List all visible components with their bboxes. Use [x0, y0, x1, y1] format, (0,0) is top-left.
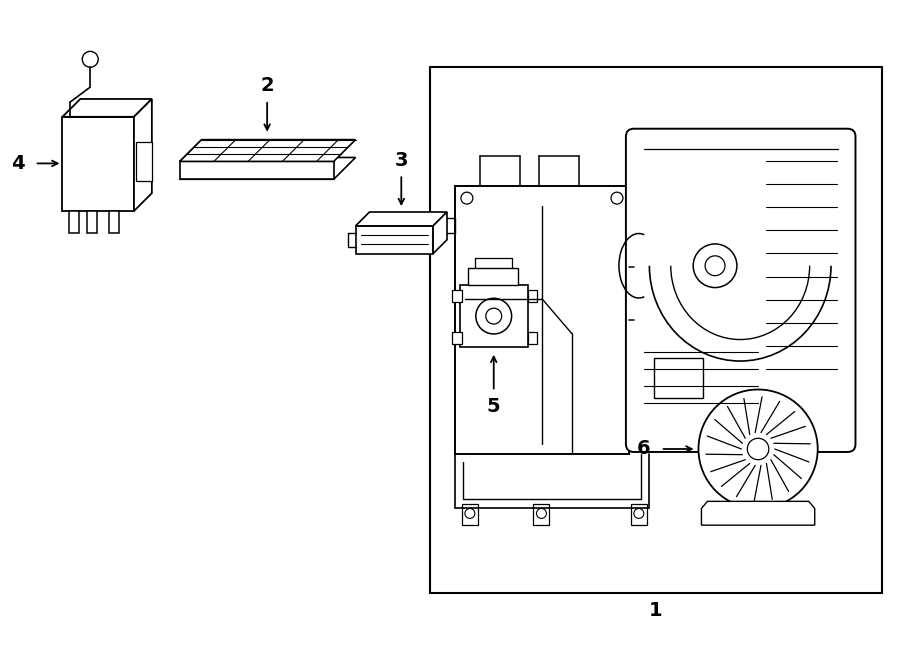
- Circle shape: [536, 508, 546, 518]
- Circle shape: [465, 508, 475, 518]
- Circle shape: [693, 244, 737, 288]
- Circle shape: [747, 438, 769, 459]
- Circle shape: [461, 192, 472, 204]
- Bar: [527, 290, 537, 302]
- Polygon shape: [62, 117, 134, 211]
- Bar: [430, 67, 882, 593]
- Bar: [527, 332, 537, 344]
- Bar: [69, 211, 79, 233]
- Text: 6: 6: [637, 440, 651, 459]
- Bar: [452, 290, 462, 302]
- Polygon shape: [653, 358, 704, 398]
- Circle shape: [698, 389, 818, 508]
- Polygon shape: [180, 157, 356, 179]
- Bar: [534, 504, 549, 525]
- Bar: [631, 504, 647, 525]
- Circle shape: [705, 256, 725, 276]
- Bar: [468, 268, 518, 286]
- Text: 4: 4: [11, 154, 24, 173]
- Polygon shape: [180, 161, 334, 179]
- Circle shape: [486, 308, 501, 324]
- Polygon shape: [356, 212, 447, 226]
- Bar: [109, 211, 119, 233]
- Bar: [462, 504, 478, 525]
- Polygon shape: [134, 99, 152, 211]
- Polygon shape: [433, 212, 447, 254]
- Polygon shape: [455, 186, 629, 454]
- Circle shape: [82, 52, 98, 67]
- Text: 5: 5: [487, 397, 500, 416]
- Polygon shape: [701, 501, 814, 525]
- Polygon shape: [180, 139, 356, 161]
- Bar: [460, 286, 527, 347]
- FancyBboxPatch shape: [626, 129, 856, 452]
- Polygon shape: [356, 226, 433, 254]
- Circle shape: [476, 298, 511, 334]
- Bar: [136, 141, 152, 181]
- Circle shape: [611, 192, 623, 204]
- Text: 1: 1: [649, 601, 662, 620]
- Polygon shape: [62, 99, 152, 117]
- Text: 2: 2: [260, 75, 274, 95]
- Bar: [87, 211, 97, 233]
- Bar: [452, 332, 462, 344]
- Circle shape: [634, 508, 643, 518]
- Text: 3: 3: [394, 151, 408, 170]
